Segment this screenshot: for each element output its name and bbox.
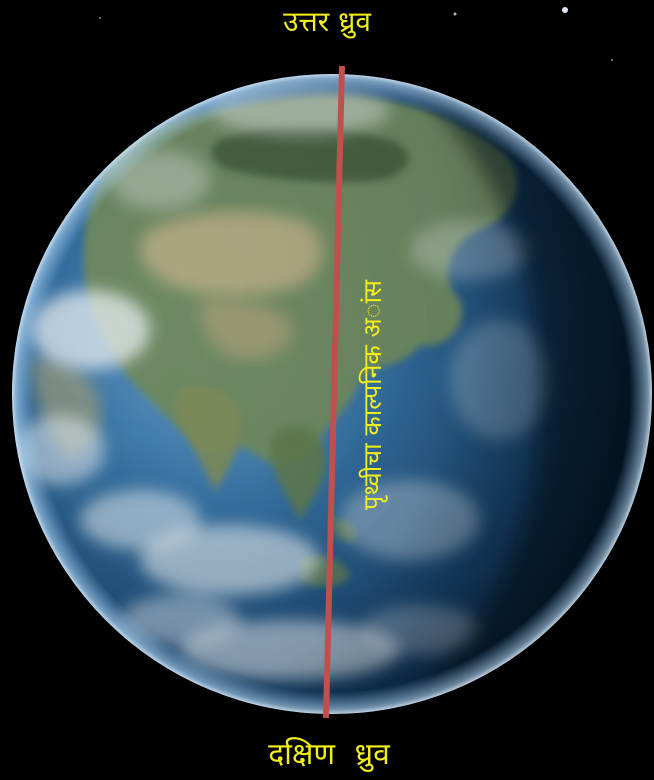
stars: [99, 7, 613, 61]
axis-label: पृथ्वीचा काल्पनिक अांस: [358, 280, 387, 510]
earth-axis-line: [323, 65, 345, 719]
north-pole-label: उत्तर ध्रुव: [283, 5, 371, 38]
south-pole-label: दक्षिण ध्रुव: [268, 737, 390, 772]
